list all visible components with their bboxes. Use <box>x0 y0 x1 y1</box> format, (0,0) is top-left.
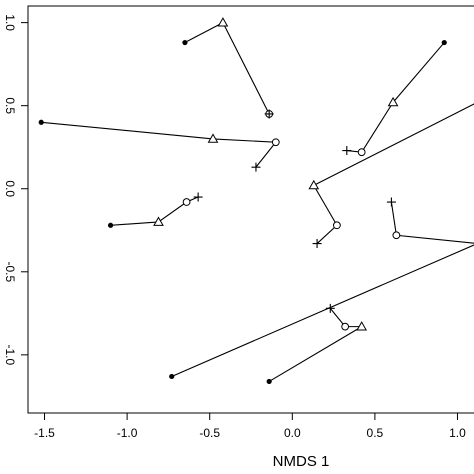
point-triangle <box>387 96 399 107</box>
x-tick-label: 0.0 <box>284 426 301 440</box>
point-plus <box>312 239 322 249</box>
point-circle <box>341 322 350 331</box>
point-circle <box>357 148 366 157</box>
point-triangle <box>217 17 229 27</box>
point-circle <box>332 221 341 230</box>
trajectory <box>386 197 474 244</box>
trajectory-line <box>268 307 364 382</box>
point-circle <box>182 198 191 206</box>
trajectory <box>169 244 474 380</box>
point-triangle <box>207 133 219 143</box>
point-triangle <box>308 179 320 190</box>
x-tick-label: -1.5 <box>34 426 55 440</box>
trajectory-line <box>171 244 474 377</box>
trajectory <box>308 103 474 249</box>
point-circle <box>271 138 280 147</box>
trajectory <box>266 303 368 385</box>
point-dot <box>182 39 188 46</box>
point-plus <box>193 192 203 202</box>
y-tick-label: -0.5 <box>3 261 17 282</box>
point-plus <box>251 162 261 172</box>
trajectory-line <box>390 201 474 244</box>
x-axis-title: NMDS 1 <box>273 453 330 470</box>
trajectory-line <box>346 42 445 153</box>
point-circle <box>392 231 401 240</box>
trajectory-line <box>184 21 270 115</box>
trajectory <box>107 192 203 228</box>
y-tick-label: -1.0 <box>3 345 17 366</box>
point-dot <box>441 39 447 46</box>
trajectory <box>342 39 447 157</box>
point-dot <box>169 373 175 380</box>
point-triangle <box>153 216 164 226</box>
x-tick-label: 1.0 <box>449 426 466 440</box>
plot-frame <box>27 5 474 414</box>
x-tick-label: -1.0 <box>117 426 138 440</box>
y-tick-label: 0.5 <box>3 97 17 114</box>
point-plus <box>386 197 396 207</box>
axes: -1.5 -1.0 -0.5 0.0 0.5 1.0 1.0 0.5 0.0 -0.5 -1.0 <box>3 5 474 440</box>
point-dot <box>38 119 44 125</box>
trajectory-line <box>41 121 277 168</box>
point-dot <box>266 378 272 385</box>
point-plus <box>342 146 352 156</box>
point-dot <box>107 222 114 228</box>
y-tick-label: 0.0 <box>3 180 17 197</box>
y-tick-label: 1.0 <box>3 14 17 31</box>
x-tick-label: 0.5 <box>367 426 384 440</box>
trajectory <box>38 119 280 172</box>
trajectory-line <box>110 196 199 226</box>
trajectories <box>38 17 474 385</box>
point-plus <box>325 303 335 313</box>
x-tick-label: -0.5 <box>199 426 220 440</box>
trajectory-line <box>313 103 474 244</box>
point-plus <box>264 109 274 119</box>
point-triangle <box>356 321 368 331</box>
trajectory <box>182 17 274 119</box>
